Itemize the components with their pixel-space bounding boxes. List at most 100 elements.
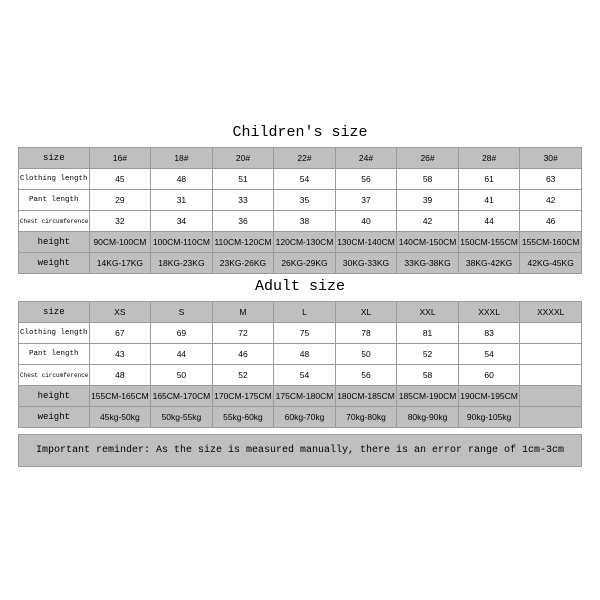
cell: 70kg-80kg bbox=[335, 407, 397, 428]
cell: 42 bbox=[397, 211, 459, 232]
col-header: S bbox=[151, 302, 213, 323]
col-header: L bbox=[274, 302, 336, 323]
col-header: XXXL bbox=[458, 302, 520, 323]
cell: 50 bbox=[151, 365, 213, 386]
row-label: height bbox=[19, 232, 90, 253]
cell: 51 bbox=[212, 169, 274, 190]
row-label: Chest circumference 1/2 bbox=[19, 211, 90, 232]
cell: 61 bbox=[458, 169, 520, 190]
table-row: Pant length 43 44 46 48 50 52 54 bbox=[19, 344, 582, 365]
cell: 60kg-70kg bbox=[274, 407, 336, 428]
cell: 48 bbox=[151, 169, 213, 190]
cell: 100CM-110CM bbox=[151, 232, 213, 253]
cell: 150CM-155CM bbox=[458, 232, 520, 253]
table-row: Pant length 29 31 33 35 37 39 41 42 bbox=[19, 190, 582, 211]
cell: 23KG-26KG bbox=[212, 253, 274, 274]
col-header: 26# bbox=[397, 148, 459, 169]
table-row: Chest circumference 1/2 48 50 52 54 56 5… bbox=[19, 365, 582, 386]
children-title: Children's size bbox=[18, 124, 582, 141]
col-header: XXXXL bbox=[520, 302, 582, 323]
cell bbox=[520, 407, 582, 428]
cell: 60 bbox=[458, 365, 520, 386]
row-label: Pant length bbox=[19, 190, 90, 211]
cell: 58 bbox=[397, 365, 459, 386]
cell: 46 bbox=[520, 211, 582, 232]
cell: 45 bbox=[89, 169, 151, 190]
cell: 33KG-38KG bbox=[397, 253, 459, 274]
cell: 140CM-150CM bbox=[397, 232, 459, 253]
col-header: M bbox=[212, 302, 274, 323]
cell bbox=[520, 365, 582, 386]
cell: 31 bbox=[151, 190, 213, 211]
cell bbox=[520, 323, 582, 344]
col-header: 18# bbox=[151, 148, 213, 169]
cell: 69 bbox=[151, 323, 213, 344]
cell: 48 bbox=[89, 365, 151, 386]
cell: 37 bbox=[335, 190, 397, 211]
cell: 190CM-195CM bbox=[458, 386, 520, 407]
cell bbox=[520, 344, 582, 365]
cell: 54 bbox=[274, 169, 336, 190]
cell: 42KG-45KG bbox=[520, 253, 582, 274]
table-row: Clothing length 67 69 72 75 78 81 83 bbox=[19, 323, 582, 344]
cell: 48 bbox=[274, 344, 336, 365]
table-row: Chest circumference 1/2 32 34 36 38 40 4… bbox=[19, 211, 582, 232]
col-header: XL bbox=[335, 302, 397, 323]
cell: 185CM-190CM bbox=[397, 386, 459, 407]
cell: 30KG-33KG bbox=[335, 253, 397, 274]
cell: 29 bbox=[89, 190, 151, 211]
cell: 54 bbox=[458, 344, 520, 365]
table-row: weight 45kg-50kg 50kg-55kg 55kg-60kg 60k… bbox=[19, 407, 582, 428]
cell: 80kg-90kg bbox=[397, 407, 459, 428]
table-header-row: size XS S M L XL XXL XXXL XXXXL bbox=[19, 302, 582, 323]
col-header: 22# bbox=[274, 148, 336, 169]
cell: 35 bbox=[274, 190, 336, 211]
cell: 58 bbox=[397, 169, 459, 190]
cell: 45kg-50kg bbox=[89, 407, 151, 428]
table-row: height 155CM-165CM 165CM-170CM 170CM-175… bbox=[19, 386, 582, 407]
cell: 46 bbox=[212, 344, 274, 365]
cell: 50kg-55kg bbox=[151, 407, 213, 428]
cell: 44 bbox=[458, 211, 520, 232]
table-row: weight 14KG-17KG 18KG-23KG 23KG-26KG 26K… bbox=[19, 253, 582, 274]
row-label: height bbox=[19, 386, 90, 407]
cell: 54 bbox=[274, 365, 336, 386]
cell: 180CM-185CM bbox=[335, 386, 397, 407]
col-header: 20# bbox=[212, 148, 274, 169]
cell: 18KG-23KG bbox=[151, 253, 213, 274]
row-label: weight bbox=[19, 407, 90, 428]
table-row: Clothing length 45 48 51 54 56 58 61 63 bbox=[19, 169, 582, 190]
cell: 90kg-105kg bbox=[458, 407, 520, 428]
row-label: Clothing length bbox=[19, 323, 90, 344]
cell: 39 bbox=[397, 190, 459, 211]
cell: 26KG-29KG bbox=[274, 253, 336, 274]
cell: 81 bbox=[397, 323, 459, 344]
cell: 43 bbox=[89, 344, 151, 365]
cell: 72 bbox=[212, 323, 274, 344]
cell: 14KG-17KG bbox=[89, 253, 151, 274]
notice-text: Important reminder: As the size is measu… bbox=[18, 434, 582, 467]
cell: 75 bbox=[274, 323, 336, 344]
cell: 36 bbox=[212, 211, 274, 232]
cell: 90CM-100CM bbox=[89, 232, 151, 253]
cell bbox=[520, 386, 582, 407]
table-row: height 90CM-100CM 100CM-110CM 110CM-120C… bbox=[19, 232, 582, 253]
cell: 110CM-120CM bbox=[212, 232, 274, 253]
cell: 52 bbox=[212, 365, 274, 386]
row-label: size bbox=[19, 148, 90, 169]
cell: 155CM-160CM bbox=[520, 232, 582, 253]
cell: 78 bbox=[335, 323, 397, 344]
row-label: Clothing length bbox=[19, 169, 90, 190]
cell: 34 bbox=[151, 211, 213, 232]
row-label: Pant length bbox=[19, 344, 90, 365]
row-label: size bbox=[19, 302, 90, 323]
cell: 175CM-180CM bbox=[274, 386, 336, 407]
cell: 50 bbox=[335, 344, 397, 365]
col-header: XXL bbox=[397, 302, 459, 323]
col-header: XS bbox=[89, 302, 151, 323]
cell: 130CM-140CM bbox=[335, 232, 397, 253]
row-label: weight bbox=[19, 253, 90, 274]
col-header: 16# bbox=[89, 148, 151, 169]
cell: 32 bbox=[89, 211, 151, 232]
cell: 38KG-42KG bbox=[458, 253, 520, 274]
